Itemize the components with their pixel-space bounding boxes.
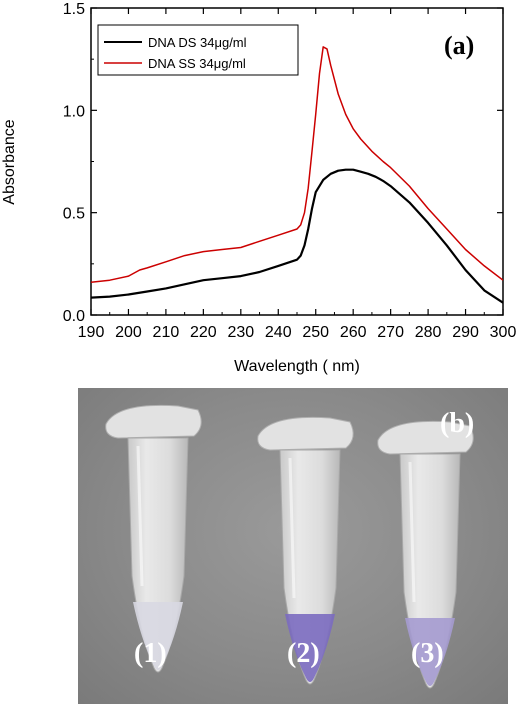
x-tick-label: 190	[78, 324, 105, 341]
x-tick-label: 280	[415, 324, 442, 341]
tube-cap	[258, 417, 353, 450]
legend-label-ds: DNA DS 34μg/ml	[148, 35, 247, 50]
x-tick-label: 240	[265, 324, 292, 341]
x-tick-label: 300	[490, 324, 517, 341]
series-lines	[91, 47, 503, 303]
legend: DNA DS 34μg/ml DNA SS 34μg/ml	[98, 25, 298, 75]
legend-label-ss: DNA SS 34μg/ml	[148, 56, 246, 71]
y-tick-label: 1.0	[63, 103, 85, 120]
series-line-ss	[91, 47, 503, 282]
x-tick-label: 220	[190, 324, 217, 341]
tube-label-3: (3)	[411, 638, 444, 670]
tube-1	[106, 405, 201, 672]
photo-panel: (b) (1) (2) (3)	[78, 388, 508, 704]
x-tick-label: 250	[302, 324, 329, 341]
panel-label-b: (b)	[440, 408, 474, 440]
panel-label-a: (a)	[444, 31, 474, 60]
y-tick-label: 1.5	[63, 1, 85, 18]
y-axis-title: Absorbance	[1, 119, 18, 204]
tube-label-2: (2)	[287, 638, 320, 670]
y-tick-label: 0.0	[63, 308, 85, 325]
tube-label-1: (1)	[134, 638, 167, 670]
y-tick-label: 0.5	[63, 206, 85, 223]
x-tick-label: 270	[377, 324, 404, 341]
absorbance-chart: 190 200 210 220 230 240 250 260 270 280 290 300 0.0 0…	[0, 0, 520, 388]
series-line-ds	[91, 170, 503, 303]
x-tick-label: 230	[227, 324, 254, 341]
x-tick-label: 260	[340, 324, 367, 341]
x-tick-label: 200	[115, 324, 142, 341]
x-tick-label: 290	[452, 324, 479, 341]
x-axis-title: Wavelength ( nm)	[234, 358, 360, 375]
tube-cap	[106, 405, 201, 438]
x-tick-label: 210	[153, 324, 180, 341]
